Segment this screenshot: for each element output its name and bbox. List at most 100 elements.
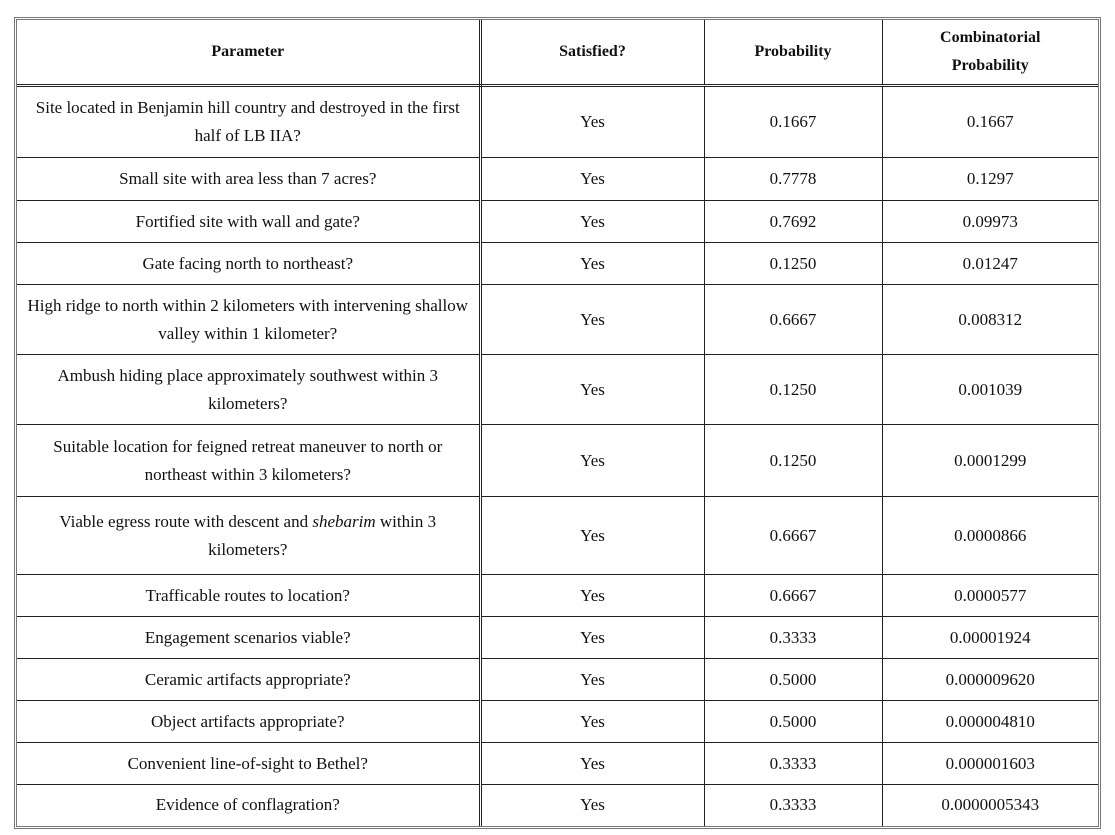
cell-text: Yes (580, 211, 605, 231)
cell-text: Yes (580, 753, 605, 773)
table-cell: 0.000001603 (881, 742, 1098, 785)
cell-text: 0.008312 (958, 309, 1023, 329)
table-cell: Fortified site with wall and gate? (17, 200, 482, 243)
table-cell: 0.1250 (703, 354, 883, 425)
table-cell: 0.1297 (881, 157, 1098, 201)
table-cell: Yes (479, 424, 705, 497)
cell-text: Ceramic artifacts appropriate? (144, 669, 351, 689)
header-cell: Satisfied? (479, 20, 705, 87)
table-row: High ridge to north within 2 kilometers … (17, 284, 1098, 355)
table-cell: 0.09973 (881, 200, 1098, 243)
cell-text: Trafficable routes to location? (145, 585, 350, 605)
cell-text: Engagement scenarios viable? (144, 627, 351, 647)
cell-text: 0.1667 (769, 112, 817, 131)
table-cell: 0.1250 (703, 424, 883, 497)
cell-text: Yes (580, 627, 605, 647)
cell-text: 0.1667 (966, 112, 1014, 131)
cell-text: 0.5000 (769, 711, 817, 731)
cell-text: shebarim (312, 511, 376, 531)
table-row: Engagement scenarios viable? Yes 0.3333 0.0… (17, 616, 1098, 659)
table-row: Ceramic artifacts appropriate? Yes 0.5000 0… (17, 658, 1098, 701)
cell-text: Yes (580, 711, 605, 731)
cell-text: Yes (580, 112, 605, 131)
table-cell: Yes (479, 574, 705, 617)
cell-text: 0.01247 (962, 253, 1018, 273)
cell-text: Yes (580, 585, 605, 605)
cell-text: Fortified site with wall and gate? (135, 211, 360, 231)
cell-text: Evidence of conflagration? (155, 795, 340, 815)
cell-text: 0.7778 (769, 169, 817, 188)
cell-text: Site located in Benjamin hill country an… (35, 98, 460, 145)
table-cell: High ridge to north within 2 kilometers … (17, 284, 482, 355)
table-cell: 0.3333 (703, 742, 883, 785)
header-text: Combinatorial Probability (940, 29, 1041, 74)
table-cell: Small site with area less than 7 acres? (17, 157, 482, 201)
table-cell: Trafficable routes to location? (17, 574, 482, 617)
table-cell: Yes (479, 284, 705, 355)
table-row: Suitable location for feigned retreat ma… (17, 424, 1098, 497)
table-cell: 0.6667 (703, 496, 883, 575)
table-cell: Ambush hiding place approximately southw… (17, 354, 482, 425)
cell-text: within 3 kilometers? (208, 511, 437, 559)
cell-text: 0.0000577 (954, 585, 1027, 605)
table-cell: 0.5000 (703, 700, 883, 743)
table-row: Fortified site with wall and gate? Yes 0.7… (17, 200, 1098, 243)
table-cell: Yes (479, 658, 705, 701)
cell-text: Yes (580, 379, 605, 399)
table-row: Site located in Benjamin hill country an… (17, 85, 1098, 158)
table-row: Trafficable routes to location? Yes 0.6667… (17, 574, 1098, 617)
cell-text: 0.3333 (769, 753, 817, 773)
table-row: Small site with area less than 7 acres? Y… (17, 157, 1098, 201)
table-row: Evidence of conflagration? Yes 0.3333 0.000… (17, 784, 1098, 826)
header-row: Parameter Satisfied? Probability Combinator… (17, 20, 1098, 87)
table-cell: Object artifacts appropriate? (17, 700, 482, 743)
cell-text: High ridge to north within 2 kilometers … (27, 295, 469, 343)
cell-text: 0.000004810 (945, 711, 1035, 731)
table-cell: 0.001039 (881, 354, 1098, 425)
table-cell: Yes (479, 85, 705, 158)
cell-text: 0.000009620 (945, 669, 1035, 689)
header-cell: Combinatorial Probability (881, 20, 1098, 87)
table-cell: 0.0001299 (881, 424, 1098, 497)
cell-text: 0.0001299 (954, 450, 1027, 470)
cell-text: 0.7692 (769, 211, 817, 231)
header-cell: Parameter (17, 20, 482, 87)
table-frame: Parameter Satisfied? Probability Combinator… (14, 17, 1101, 829)
probability-table: Parameter Satisfied? Probability Combinator… (17, 20, 1098, 826)
table-cell: Yes (479, 616, 705, 659)
header-text: Satisfied? (559, 43, 626, 60)
table-cell: 0.00001924 (881, 616, 1098, 659)
table-cell: 0.6667 (703, 574, 883, 617)
table-cell: Yes (479, 157, 705, 201)
table-body: Site located in Benjamin hill country an… (17, 85, 1098, 826)
table-cell: Convenient line-of-sight to Bethel? (17, 742, 482, 785)
cell-text: 0.1250 (769, 379, 817, 399)
table-row: Gate facing north to northeast? Yes 0.1250… (17, 242, 1098, 285)
table-cell: 0.7692 (703, 200, 883, 243)
table-cell: Viable egress route with descent and she… (17, 496, 482, 575)
table-cell: Ceramic artifacts appropriate? (17, 658, 482, 701)
cell-text: Yes (580, 169, 605, 188)
table-cell: Yes (479, 784, 705, 826)
cell-text: Ambush hiding place approximately southw… (57, 365, 439, 413)
cell-text: 0.09973 (962, 211, 1018, 231)
table-cell: 0.000009620 (881, 658, 1098, 701)
cell-text: Convenient line-of-sight to Bethel? (127, 753, 368, 773)
cell-text: 0.000001603 (945, 753, 1035, 773)
table-row: Object artifacts appropriate? Yes 0.5000 0.… (17, 700, 1098, 743)
cell-text: Yes (580, 525, 605, 545)
table-cell: 0.1250 (703, 242, 883, 285)
cell-text: Object artifacts appropriate? (150, 711, 345, 731)
cell-text: Yes (580, 309, 605, 329)
cell-text: Yes (580, 669, 605, 689)
cell-text: 0.001039 (958, 379, 1023, 399)
cell-text: Gate facing north to northeast? (142, 253, 354, 273)
table-cell: 0.5000 (703, 658, 883, 701)
cell-text: 0.6667 (769, 525, 817, 545)
table-cell: 0.0000005343 (881, 784, 1098, 826)
table-cell: 0.6667 (703, 284, 883, 355)
table-cell: Gate facing north to northeast? (17, 242, 482, 285)
cell-text: Suitable location for feigned retreat ma… (53, 436, 443, 484)
table-cell: 0.1667 (881, 85, 1098, 158)
